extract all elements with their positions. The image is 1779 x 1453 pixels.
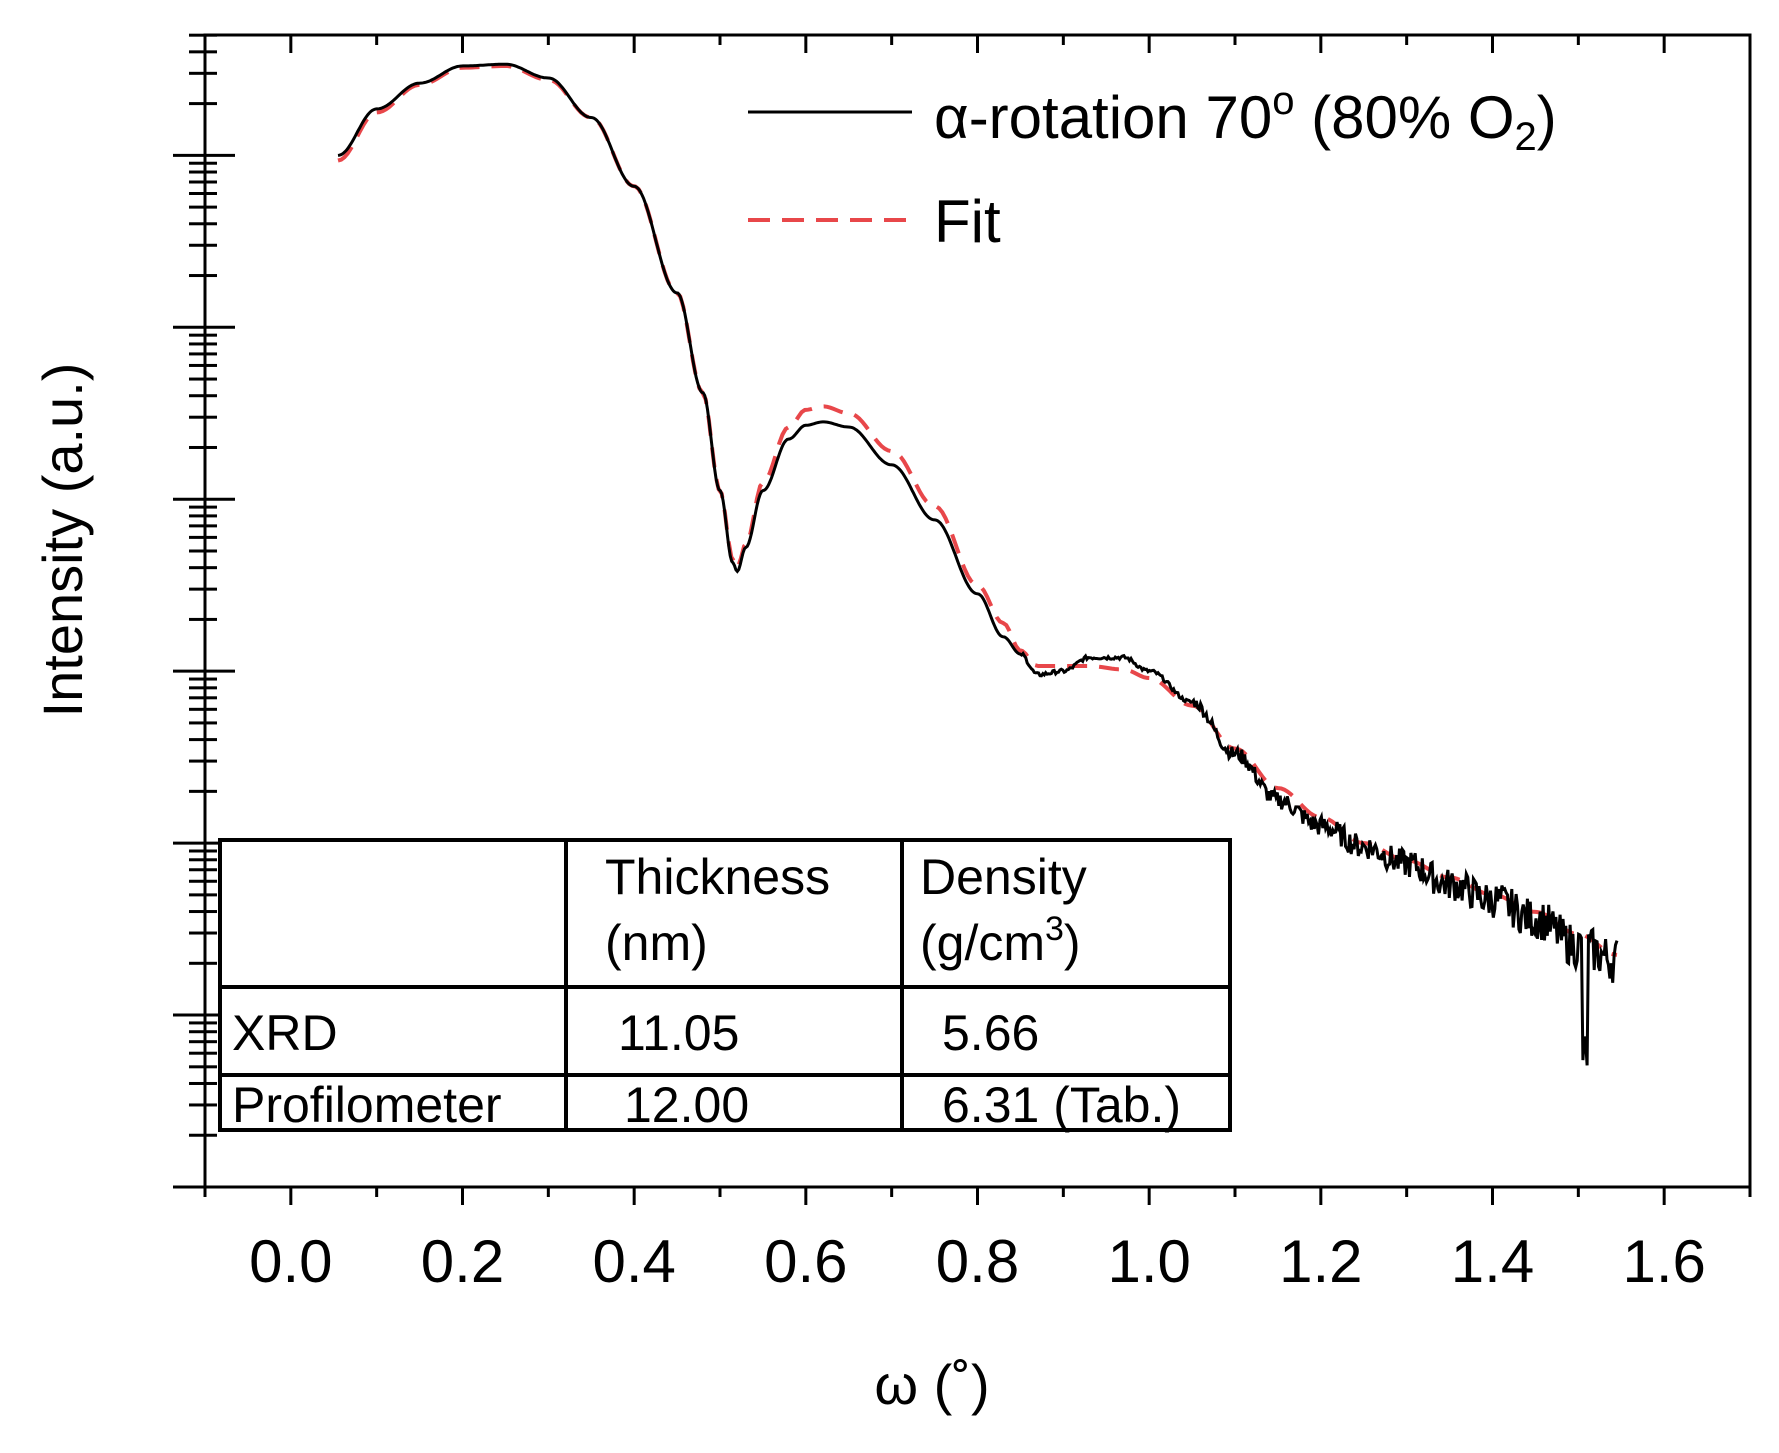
table-cell-density: 6.31 (Tab.) — [942, 1077, 1181, 1133]
y-axis-label: Intensity (a.u.) — [31, 363, 94, 718]
inset-table: Thickness (nm) Density (g/cm3) XRD 11.05… — [218, 838, 1232, 1133]
table-header-density-unit: (g/cm3) — [920, 910, 1081, 971]
table-header-density: Density — [920, 849, 1087, 905]
series-line-measured — [337, 62, 1619, 1066]
legend-label-measured: α-rotation 70o (80% O2) — [934, 79, 1557, 159]
x-tick-label: 0.2 — [421, 1228, 504, 1295]
table-header-thickness-unit: (nm) — [605, 915, 708, 971]
legend-label-fit: Fit — [934, 188, 1001, 255]
table-row-label: XRD — [232, 1005, 338, 1061]
x-tick-label: 1.0 — [1107, 1228, 1190, 1295]
table-header-thickness: Thickness — [605, 849, 830, 905]
x-tick-label: 1.6 — [1622, 1228, 1705, 1295]
table-cell-density: 5.66 — [942, 1005, 1039, 1061]
x-tick-label: 0.6 — [764, 1228, 847, 1295]
table-row-label: Profilometer — [232, 1077, 502, 1133]
table-cell-thickness: 11.05 — [618, 1005, 739, 1061]
x-axis-label: ω (˚) — [874, 1353, 989, 1416]
table-cell-thickness: 12.00 — [624, 1077, 749, 1133]
x-tick-label: 1.4 — [1451, 1228, 1534, 1295]
x-axis-ticks — [203, 35, 1752, 1205]
series-layer — [337, 62, 1619, 1066]
x-tick-label: 0.8 — [936, 1228, 1019, 1295]
x-tick-label: 0.4 — [592, 1228, 675, 1295]
x-axis-tick-labels: 0.0 0.2 0.4 0.6 0.8 1.0 1.2 1.4 1.6 — [249, 1228, 1706, 1295]
legend: α-rotation 70o (80% O2) Fit — [748, 79, 1557, 255]
y-axis-ticks — [173, 33, 235, 1189]
x-tick-label: 1.2 — [1279, 1228, 1362, 1295]
x-tick-label: 0.0 — [249, 1228, 332, 1295]
